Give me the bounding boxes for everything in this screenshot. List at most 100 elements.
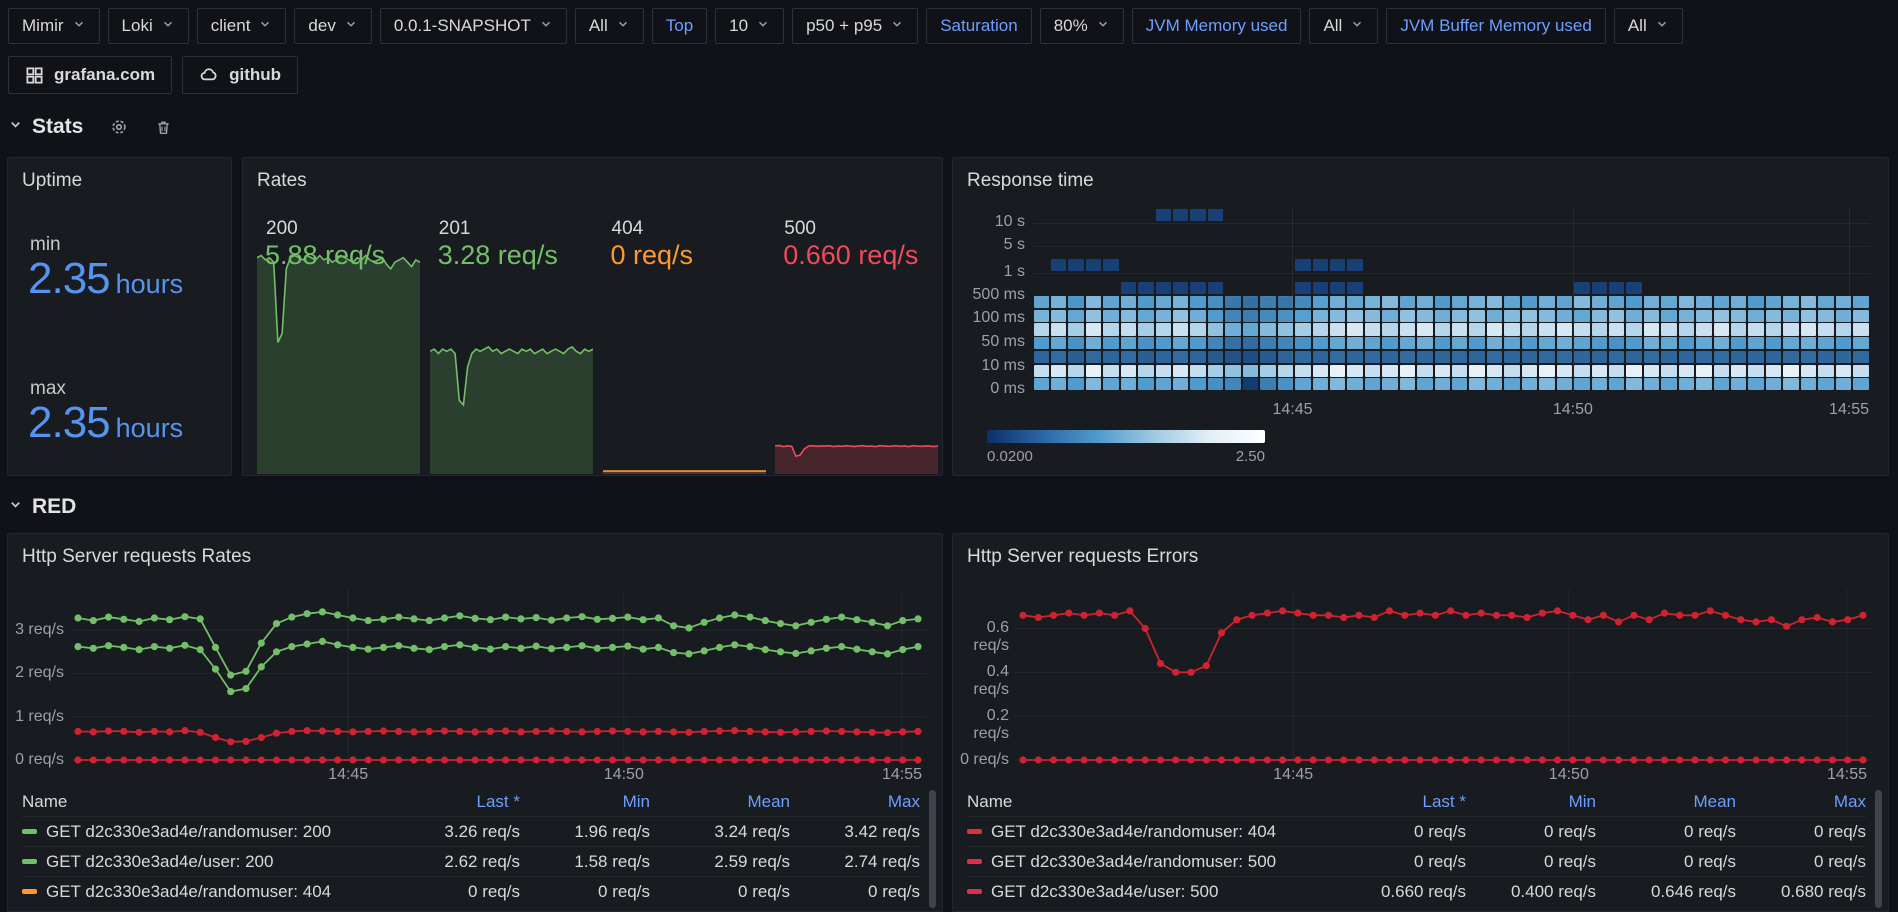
chevron-down-icon xyxy=(163,21,172,27)
heatmap-cell xyxy=(1783,350,1799,363)
legend-header-name[interactable]: Name xyxy=(967,792,1013,811)
heatmap-cell xyxy=(1382,309,1398,322)
trash-icon[interactable] xyxy=(155,119,172,136)
heatmap-cell xyxy=(1748,350,1764,363)
variable-select[interactable]: 80% xyxy=(1039,8,1124,44)
heatmap-cell xyxy=(1155,296,1171,309)
heatmap-cell xyxy=(1591,323,1607,336)
legend-scrollbar[interactable] xyxy=(1875,790,1882,908)
heatmap-cell xyxy=(1818,364,1834,377)
heatmap-cell xyxy=(1818,350,1834,363)
heatmap-cell xyxy=(1643,337,1660,350)
heatmap-cell xyxy=(1521,323,1538,336)
heatmap-cell xyxy=(1417,296,1433,309)
legend-series-name[interactable]: GET d2c330e3ad4e/randomuser: 500 xyxy=(967,852,1316,872)
heatmap-cell xyxy=(1155,337,1171,350)
legend-series-name[interactable]: GET d2c330e3ad4e/randomuser: 200 xyxy=(22,822,370,842)
heatmap-cell xyxy=(1835,337,1852,350)
heatmap-cell xyxy=(1155,364,1171,377)
variable-select[interactable]: client xyxy=(196,8,287,44)
heatmap-cell xyxy=(1347,337,1363,350)
heatmap-cell xyxy=(1696,309,1712,322)
legend-value: 0.646 req/s xyxy=(1650,881,1736,901)
heatmap-cell xyxy=(1417,378,1433,391)
legend-series-name[interactable]: GET d2c330e3ad4e/randomuser: 404 xyxy=(22,882,370,902)
variable-select[interactable]: 0.0.1-SNAPSHOT xyxy=(379,8,567,44)
heatmap-cell xyxy=(1295,296,1311,309)
variable-select[interactable]: p50 + p95 xyxy=(792,8,919,44)
legend-header-last[interactable]: Last * xyxy=(1422,792,1466,811)
variable-select[interactable]: 10 xyxy=(715,8,785,44)
heatmap-cell xyxy=(1382,350,1398,363)
heatmap-cell xyxy=(1800,350,1817,363)
variables-bar: Mimir Loki client dev 0.0.1-SNAPSHOT All Top 10… xyxy=(8,8,1683,44)
heatmap-cell xyxy=(1556,364,1573,377)
heatmap-cell xyxy=(1731,337,1747,350)
heatmap-cell xyxy=(1643,296,1660,309)
legend-header-min[interactable]: Min xyxy=(1568,792,1596,811)
legend-header-min[interactable]: Min xyxy=(622,792,650,811)
heatmap-cell xyxy=(1329,282,1346,294)
legend-series-name[interactable]: GET d2c330e3ad4e/randomuser: 404 xyxy=(967,822,1316,842)
heatmap-cell xyxy=(1731,323,1747,336)
legend-header-last[interactable]: Last * xyxy=(476,792,520,811)
legend-row: GET d2c330e3ad4e/randomuser: 200 3.26 req… xyxy=(22,816,920,846)
legend-header-max[interactable]: Max xyxy=(887,792,920,811)
heatmap-cell xyxy=(1783,337,1799,350)
rate-stat-label: 404 xyxy=(611,218,644,239)
rates-stat-cells: 200 5.88 req/s 201 3.28 req/s 404 0 req/s 500 0… xyxy=(244,158,941,474)
gear-icon[interactable] xyxy=(110,118,128,136)
x-axis-label: 14:45 xyxy=(1273,766,1314,783)
dashboard-link-github[interactable]: github xyxy=(182,56,299,94)
variable-select[interactable]: dev xyxy=(294,8,372,44)
variable-select[interactable]: Loki xyxy=(107,8,189,44)
heatmap-cell xyxy=(1033,323,1049,336)
heatmap-cell xyxy=(1818,296,1834,309)
heatmap-plot[interactable] xyxy=(1033,207,1870,392)
heatmap-cell xyxy=(1382,323,1398,336)
legend-header-mean[interactable]: Mean xyxy=(747,792,790,811)
row-header-stats[interactable]: Stats xyxy=(8,112,172,142)
heatmap-cell xyxy=(1731,364,1747,377)
heatmap-cell xyxy=(1138,323,1154,336)
variable-select[interactable]: All xyxy=(1613,8,1683,44)
legend-header-row: Name Last * Min Mean Max xyxy=(22,788,920,816)
dashboard-link-grafana-com[interactable]: grafana.com xyxy=(8,56,173,94)
heatmap-cell xyxy=(1574,350,1590,363)
heatmap-cell xyxy=(1085,323,1102,336)
heatmap-cell xyxy=(1521,364,1538,377)
heatmap-cell xyxy=(1591,350,1607,363)
y-axis-label: 0 req/s xyxy=(960,751,1009,768)
variable-label: JVM Memory used xyxy=(1131,8,1302,44)
legend-series-name[interactable]: GET d2c330e3ad4e/user: 200 xyxy=(22,852,370,872)
heatmap-cell xyxy=(1173,323,1189,336)
legend-value: 0 req/s xyxy=(1814,821,1866,841)
heatmap-cell xyxy=(1068,337,1084,350)
heatmap-cell xyxy=(1608,364,1625,377)
variable-select[interactable]: All xyxy=(574,8,644,44)
legend-scrollbar[interactable] xyxy=(929,790,936,908)
heatmap-cell xyxy=(1260,323,1276,336)
legend-header-max[interactable]: Max xyxy=(1833,792,1866,811)
legend-series-name[interactable]: GET d2c330e3ad4e/user: 500 xyxy=(967,882,1316,902)
variable-select[interactable]: Mimir xyxy=(8,8,100,44)
legend-header-row: Name Last * Min Mean Max xyxy=(967,788,1866,816)
heatmap-cell xyxy=(1085,337,1102,350)
heatmap-cell xyxy=(1696,378,1712,391)
heatmap-cell xyxy=(1382,364,1398,377)
heatmap-cell xyxy=(1068,323,1084,336)
chevron-down-icon xyxy=(541,21,550,27)
row-header-red[interactable]: RED xyxy=(8,492,76,522)
heatmap-cell xyxy=(1207,309,1224,322)
legend-value: 0 req/s xyxy=(598,881,650,901)
legend-header-mean[interactable]: Mean xyxy=(1693,792,1736,811)
heatmap-cell xyxy=(1818,337,1834,350)
legend-row: GET d2c330e3ad4e/randomuser: 500 0 req/s 0… xyxy=(967,846,1866,876)
legend-header-name[interactable]: Name xyxy=(22,792,68,811)
legend-table: Name Last * Min Mean Max GET d2c330e3ad4e/ran… xyxy=(967,788,1866,906)
heatmap-cell xyxy=(1260,364,1276,377)
heatmap-cell xyxy=(1556,309,1573,322)
variable-select[interactable]: All xyxy=(1309,8,1379,44)
heatmap-cell xyxy=(1574,309,1590,322)
heatmap-cell xyxy=(1364,378,1381,391)
